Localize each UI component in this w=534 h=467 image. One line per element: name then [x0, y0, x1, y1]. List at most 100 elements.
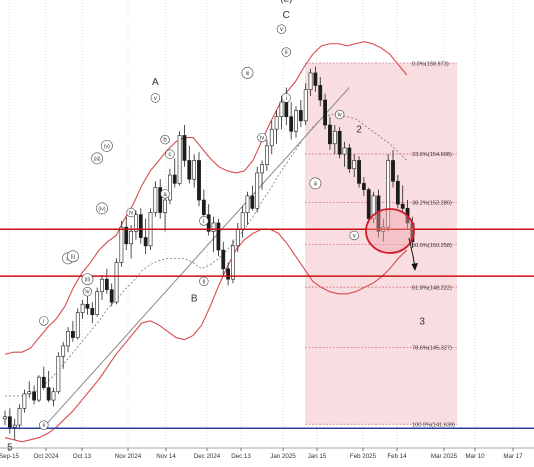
wave-label-circle — [39, 316, 49, 326]
candle-bearish — [41, 376, 46, 388]
wave-label: 2 — [356, 125, 362, 136]
wave-label: (ii) — [85, 277, 91, 283]
x-tick-label: Dec 13 — [231, 453, 251, 460]
candle-bearish — [357, 160, 361, 184]
candle-bullish — [66, 331, 70, 347]
candle-bearish — [124, 226, 129, 245]
candle-bullish — [211, 222, 216, 232]
fibonacci-level-label: 78.6%(145.327) — [412, 346, 452, 352]
x-tick-label: Mar 17 — [503, 453, 523, 460]
candle-bullish — [264, 145, 269, 165]
wave-label-circle — [39, 420, 49, 430]
wave-label: iii — [314, 181, 317, 187]
candle-bearish — [104, 278, 109, 290]
x-tick-label: Feb 2025 — [350, 453, 377, 460]
wave-label: C — [283, 10, 290, 21]
candle-bullish — [192, 160, 197, 180]
wave-label-circle — [160, 134, 170, 145]
fibonacci-level-label: 61.8%(148.222) — [412, 285, 452, 291]
x-tick-label: Jan 15 — [308, 453, 327, 460]
x-tick-label: Nov 2024 — [115, 453, 142, 460]
highlight-ellipse — [365, 208, 415, 254]
candle-bearish — [46, 387, 51, 401]
wave-label: iv — [85, 290, 89, 296]
wave-label: i — [203, 219, 204, 225]
candle-bullish — [153, 187, 158, 213]
wave-label-circle — [281, 47, 291, 57]
candle-bullish — [22, 393, 27, 409]
wave-label: 3 — [419, 316, 425, 327]
wave-label-circle — [309, 177, 322, 190]
x-tick-label: Oct 2024 — [33, 453, 59, 460]
wave-label: v — [353, 233, 356, 239]
candle-bearish — [323, 99, 328, 126]
wave-label: A — [152, 77, 159, 88]
wave-label: i — [43, 319, 44, 325]
wave-labels: 5iiiiiiiv(i)(ii)(iii)(iv)(v)AvbaciviiiBi… — [7, 0, 425, 453]
x-tick-label: Mar 10 — [465, 453, 485, 460]
wave-label-circle — [257, 132, 267, 143]
candle-bearish — [361, 183, 366, 190]
candle-bullish — [177, 135, 182, 184]
candle-bearish — [400, 203, 405, 209]
candle-bearish — [158, 187, 163, 213]
candle-bearish — [391, 160, 395, 182]
wave-label-circle — [81, 273, 94, 286]
trendline-layer — [43, 87, 350, 428]
wave-label-circle — [82, 287, 93, 297]
candle-bearish — [187, 160, 192, 180]
candle-bullish — [56, 356, 61, 393]
wave-label: ii — [203, 279, 206, 285]
candle-bullish — [260, 164, 264, 174]
wave-label-circle — [91, 152, 104, 165]
wave-label-circle — [100, 139, 113, 152]
candle-bullish — [231, 245, 235, 280]
candle-bearish — [250, 195, 255, 209]
wave-label-circle — [165, 149, 175, 159]
candle-bearish — [7, 416, 12, 428]
x-axis: Sep-15 Oct 2024 Oct 13 Nov 2024 Nov 14 Dec 20… — [0, 447, 534, 460]
candle-bullish — [279, 101, 284, 117]
candle-bearish — [143, 237, 148, 247]
candle-bullish — [27, 391, 32, 395]
candle-bearish — [172, 174, 177, 184]
candle-bullish — [235, 228, 240, 247]
candle-bearish — [201, 199, 206, 215]
wave-label: v — [280, 27, 283, 33]
fibonacci-level-label: 50.0%(150.258) — [412, 243, 452, 249]
candle-bearish — [90, 308, 95, 315]
candle-bullish — [332, 130, 337, 145]
projection-arrow-head — [411, 263, 418, 271]
candle-bearish — [226, 268, 231, 280]
candle-bearish — [313, 72, 318, 86]
annotations — [365, 208, 418, 271]
candle-bearish — [85, 303, 90, 309]
wave-label-circle — [160, 189, 170, 199]
wave-label-circle — [126, 207, 136, 218]
candle-bullish — [80, 303, 85, 313]
candle-bearish — [347, 147, 352, 170]
wave-label: i — [286, 96, 287, 102]
candle-bullish — [386, 160, 391, 228]
wave-label-circle — [276, 24, 287, 34]
wave-label: v — [154, 96, 157, 102]
candle-bullish — [352, 160, 357, 170]
candle-bearish — [284, 101, 289, 117]
candle-bullish — [294, 110, 298, 132]
wave-label: (iv) — [98, 206, 105, 212]
wave-label-circle — [334, 109, 345, 120]
wave-label: (v) — [104, 144, 110, 150]
wave-label: a — [163, 192, 167, 198]
candle-bullish — [163, 199, 167, 213]
fibonacci-level-label: 100.0%(141.639) — [412, 422, 455, 428]
wave-label-circle — [349, 230, 359, 241]
candle-bearish — [182, 135, 187, 161]
wave-label-circle — [96, 202, 108, 215]
wave-label-circle — [150, 93, 161, 103]
x-tick-label: Dec 2024 — [194, 453, 221, 460]
candle-bearish — [71, 331, 75, 338]
wave-label: iii — [246, 71, 249, 77]
wave-label: (iii) — [94, 156, 101, 162]
